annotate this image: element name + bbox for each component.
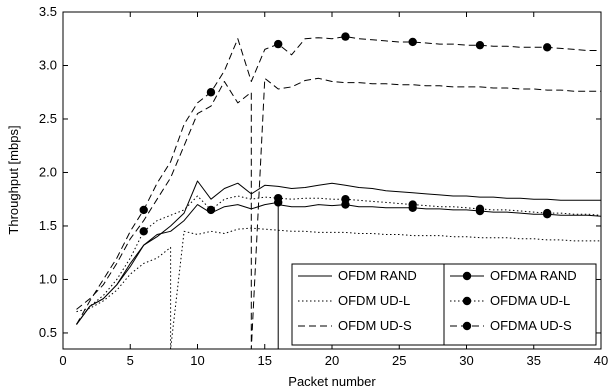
- x-tick-label: 35: [527, 353, 541, 368]
- x-tick-label: 40: [594, 353, 608, 368]
- y-tick-label: 1.5: [39, 218, 57, 233]
- legend-label-ofdma-rand: OFDMA RAND: [490, 268, 577, 283]
- y-tick-label: 2.5: [39, 111, 57, 126]
- x-tick-label: 20: [325, 353, 339, 368]
- legend-label-ofdma-ud-l: OFDMA UD-L: [490, 293, 570, 308]
- data-point-ofdma-ud-s: [274, 39, 283, 49]
- legend-label-ofdm-ud-l: OFDM UD-L: [338, 293, 410, 308]
- legend-marker-ofdma-ud-l: [462, 296, 472, 306]
- x-tick-label: 0: [59, 353, 66, 368]
- legend: OFDM RAND OFDM UD-L OFDM UD-S OFDMA RAND OFD…: [291, 263, 597, 346]
- data-point-ofdma-ud-s: [475, 40, 485, 50]
- y-tick-label: 1.0: [39, 271, 57, 286]
- y-tick-label: 2.0: [39, 164, 57, 179]
- series-line-ofdma-rand: [76, 201, 602, 350]
- series-line-ofdma-ud-l: [76, 195, 602, 325]
- legend-label-ofdm-ud-s: OFDM UD-S: [338, 318, 412, 333]
- series-line-ofdm-ud-s: [76, 77, 601, 350]
- data-point-ofdma-ud-s: [543, 43, 552, 52]
- legend-label-ofdm-rand: OFDM RAND: [338, 268, 417, 283]
- data-point-ofdma-ud-l: [274, 193, 283, 203]
- data-point-ofdma-ud-l: [543, 208, 552, 218]
- data-point-ofdma-ud-s: [408, 37, 417, 47]
- data-point-ofdma-ud-s: [341, 32, 350, 41]
- x-tick-label: 10: [190, 353, 204, 368]
- x-tick-label: 30: [459, 353, 473, 368]
- series-line-ofdma-ud-s: [76, 36, 601, 325]
- data-point-ofdma-ud-l: [139, 227, 148, 236]
- data-point-ofdma-ud-l: [408, 200, 417, 209]
- y-tick-label: 3.0: [39, 57, 57, 72]
- x-tick-label: 25: [392, 353, 406, 368]
- series-line-ofdm-ud-l: [76, 227, 601, 350]
- x-tick-label: 15: [258, 353, 272, 368]
- y-axis-label: Throughput [mbps]: [6, 125, 21, 234]
- data-point-ofdma-ud-l: [475, 204, 485, 214]
- data-point-ofdma-ud-l: [206, 205, 216, 215]
- x-axis-label: Packet number: [288, 374, 376, 389]
- series-layer: [76, 36, 602, 350]
- marker-layer: [139, 32, 552, 236]
- y-tick-label: 0.5: [39, 325, 57, 340]
- data-point-ofdma-ud-s: [139, 205, 148, 215]
- series-line-ofdm-rand: [76, 180, 601, 325]
- legend-marker-ofdma-ud-s: [462, 321, 472, 331]
- data-point-ofdma-ud-l: [341, 195, 350, 204]
- x-tick-label: 5: [127, 353, 134, 368]
- y-tick-label: 3.5: [39, 4, 57, 19]
- legend-marker-ofdma-rand: [462, 271, 472, 281]
- data-point-ofdma-ud-s: [206, 88, 216, 97]
- legend-label-ofdma-ud-s: OFDMA UD-S: [490, 318, 572, 333]
- axis-layer: 0 5 10 15 20 25 30 35 40 0.5 1.0 1.5 2.0 2.5 3.0 3.5: [39, 4, 608, 368]
